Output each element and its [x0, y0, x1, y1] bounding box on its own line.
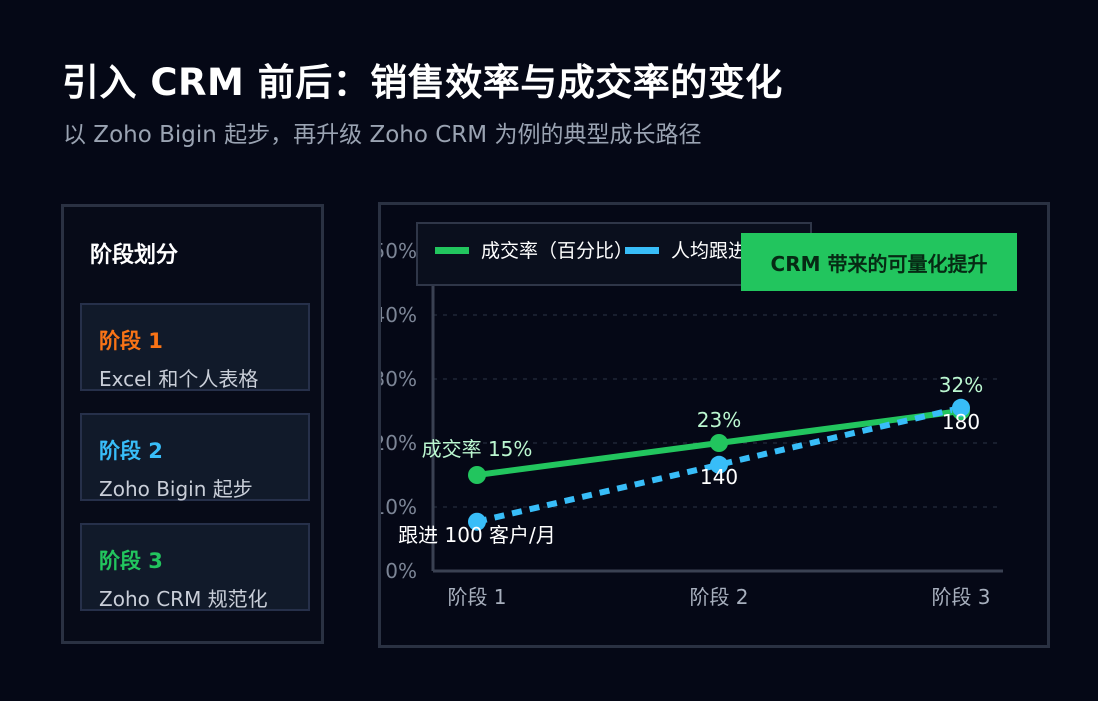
conversion-point: [468, 466, 486, 484]
x-tick-label: 阶段 2: [689, 585, 748, 609]
highlight-badge: [741, 233, 1017, 291]
y-tick-label: 50%: [381, 239, 417, 263]
line-chart: 0% 10% 20% 30% 40% 50% 阶段 1 阶段 2 阶段 3 成交率 15% 23% 3…: [381, 222, 1017, 609]
stage-name: 阶段 1: [99, 329, 163, 353]
stage-card-2: 阶段 2 Zoho Bigin 起步: [80, 413, 310, 501]
conversion-data-label: 23%: [697, 408, 741, 432]
stage-panel-title: 阶段划分: [90, 243, 179, 268]
legend-swatch-followup: [625, 247, 659, 254]
stage-card-1: 阶段 1 Excel 和个人表格: [80, 303, 310, 391]
page-title: 引入 CRM 前后：销售效率与成交率的变化: [62, 61, 783, 104]
followup-point: [468, 512, 486, 531]
conversion-data-label: 成交率 15%: [422, 437, 533, 461]
legend-label-followup: 人均跟进: [671, 240, 747, 262]
followup-data-label: 140: [700, 465, 738, 489]
stage-panel: 阶段划分 阶段 1 Excel 和个人表格 阶段 2 Zoho Bigin 起步…: [61, 204, 324, 644]
page-subtitle: 以 Zoho Bigin 起步，再升级 Zoho CRM 为例的典型成长路径: [63, 122, 702, 148]
stage-name: 阶段 2: [99, 439, 163, 463]
conversion-data-label: 32%: [939, 373, 983, 397]
y-tick-label: 10%: [381, 495, 417, 519]
followup-point: [952, 398, 970, 417]
stage-desc: Zoho CRM 规范化: [99, 587, 268, 611]
chart-panel: 0% 10% 20% 30% 40% 50% 阶段 1 阶段 2 阶段 3 成交率 15% 23% 3…: [378, 202, 1050, 648]
legend-label-conversion: 成交率（百分比）: [481, 240, 633, 262]
conversion-point: [710, 434, 728, 452]
y-tick-label: 40%: [381, 303, 417, 327]
followup-point: [710, 455, 728, 474]
stage-name: 阶段 3: [99, 549, 163, 573]
stage-desc: Zoho Bigin 起步: [99, 477, 253, 501]
y-tick-label: 30%: [381, 367, 417, 391]
x-tick-label: 阶段 3: [931, 585, 990, 609]
legend-swatch-conversion: [435, 247, 469, 254]
y-tick-label: 0%: [385, 559, 417, 583]
stage-card-3: 阶段 3 Zoho CRM 规范化: [80, 523, 310, 611]
stage-desc: Excel 和个人表格: [99, 367, 259, 391]
x-tick-label: 阶段 1: [447, 585, 506, 609]
followup-data-label: 跟进 100 客户/月: [398, 523, 556, 547]
y-tick-label: 20%: [381, 431, 417, 455]
series-line-followup: [476, 404, 962, 525]
followup-data-label: 180: [942, 410, 980, 434]
highlight-badge-label: CRM 带来的可量化提升: [771, 252, 988, 276]
